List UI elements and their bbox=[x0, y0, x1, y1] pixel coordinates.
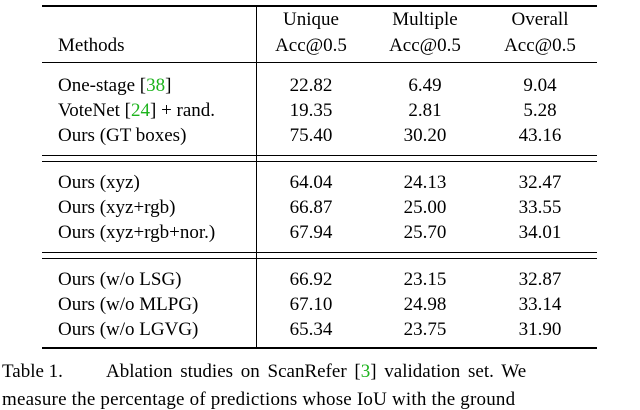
value-cell: 9.04 bbox=[523, 75, 557, 96]
value-cell: 24.13 bbox=[403, 172, 447, 193]
method-cell: One-stage [38] bbox=[58, 76, 171, 96]
value-cell: 66.87 bbox=[289, 196, 333, 218]
value-cell: 33.14 bbox=[518, 293, 562, 315]
text: Ours (xyz+rgb) bbox=[58, 196, 176, 218]
text: Ours (GT boxes) bbox=[58, 124, 187, 146]
text: ] validation set. We bbox=[370, 361, 527, 382]
rule bbox=[42, 62, 597, 63]
value-cell: 31.90 bbox=[518, 318, 562, 340]
text: Ours (w/o LGVG) bbox=[58, 318, 199, 340]
header-label: Acc@0.5 bbox=[504, 35, 576, 56]
value-cell: 66.92 bbox=[289, 269, 333, 290]
value-cell: 25.70 bbox=[403, 221, 447, 243]
rule bbox=[256, 5, 257, 347]
header-label: Acc@0.5 bbox=[275, 35, 347, 56]
text: Ours (w/o MLPG) bbox=[58, 293, 199, 315]
value-cell: 25.00 bbox=[403, 196, 447, 218]
value-cell: 32.47 bbox=[518, 172, 562, 193]
caption-label: Table 1. bbox=[2, 361, 63, 382]
value-cell: 24.98 bbox=[403, 293, 447, 315]
value-cell: 43.16 bbox=[518, 124, 562, 146]
method-cell: Ours (w/o LSG) bbox=[58, 270, 182, 290]
value-cell: 23.75 bbox=[403, 318, 447, 340]
rule bbox=[42, 161, 597, 162]
text: ] + rand. bbox=[150, 99, 216, 121]
value-cell: 32.87 bbox=[518, 269, 562, 290]
header-label: Overall bbox=[511, 9, 569, 30]
value-cell: 19.35 bbox=[289, 99, 333, 121]
text: Ours (xyz) bbox=[58, 172, 140, 193]
value-cell: 34.01 bbox=[518, 221, 562, 243]
citation: 38 bbox=[146, 75, 166, 96]
text: One-stage [ bbox=[58, 75, 147, 96]
citation: 3 bbox=[360, 361, 371, 382]
text: ] bbox=[165, 75, 172, 96]
value-cell: 67.94 bbox=[289, 221, 333, 243]
value-cell: 6.49 bbox=[408, 75, 442, 96]
value-cell: 64.04 bbox=[289, 172, 333, 193]
header-label: Acc@0.5 bbox=[389, 35, 461, 56]
method-cell: Ours (xyz+rgb+nor.) bbox=[58, 221, 216, 243]
value-cell: 30.20 bbox=[403, 124, 447, 146]
value-cell: 33.55 bbox=[518, 196, 562, 218]
citation: 24 bbox=[131, 99, 150, 121]
caption-text: measure the percentage of predictions wh… bbox=[2, 389, 516, 410]
method-cell: Ours (xyz+rgb) bbox=[58, 196, 176, 218]
header-label: Unique bbox=[283, 9, 339, 30]
value-cell: 67.10 bbox=[289, 293, 333, 315]
value-cell: 65.34 bbox=[289, 318, 333, 340]
method-cell: Ours (w/o MLPG) bbox=[58, 293, 199, 315]
method-cell: Ours (w/o LGVG) bbox=[58, 318, 199, 340]
method-cell: Ours (GT boxes) bbox=[58, 124, 187, 146]
value-cell: 5.28 bbox=[523, 99, 557, 121]
value-cell: 22.82 bbox=[289, 75, 333, 96]
rule bbox=[42, 5, 597, 7]
text: Ours (xyz+rgb+nor.) bbox=[58, 221, 216, 243]
header-methods: Methods bbox=[58, 35, 125, 56]
value-cell: 23.15 bbox=[403, 269, 447, 290]
method-cell: VoteNet [24] + rand. bbox=[58, 99, 216, 121]
value-cell: 2.81 bbox=[408, 99, 442, 121]
rule bbox=[42, 155, 597, 156]
method-cell: Ours (xyz) bbox=[58, 173, 140, 193]
rule bbox=[42, 252, 597, 253]
rule bbox=[42, 347, 597, 349]
text: VoteNet [ bbox=[58, 99, 131, 121]
caption-text: Ablation studies on ScanRefer [3] valida… bbox=[106, 362, 526, 382]
text: Ours (w/o LSG) bbox=[58, 269, 182, 290]
header-label: Multiple bbox=[392, 9, 458, 30]
text: Ablation studies on ScanRefer [ bbox=[106, 361, 361, 382]
rule bbox=[42, 258, 597, 259]
value-cell: 75.40 bbox=[289, 124, 333, 146]
